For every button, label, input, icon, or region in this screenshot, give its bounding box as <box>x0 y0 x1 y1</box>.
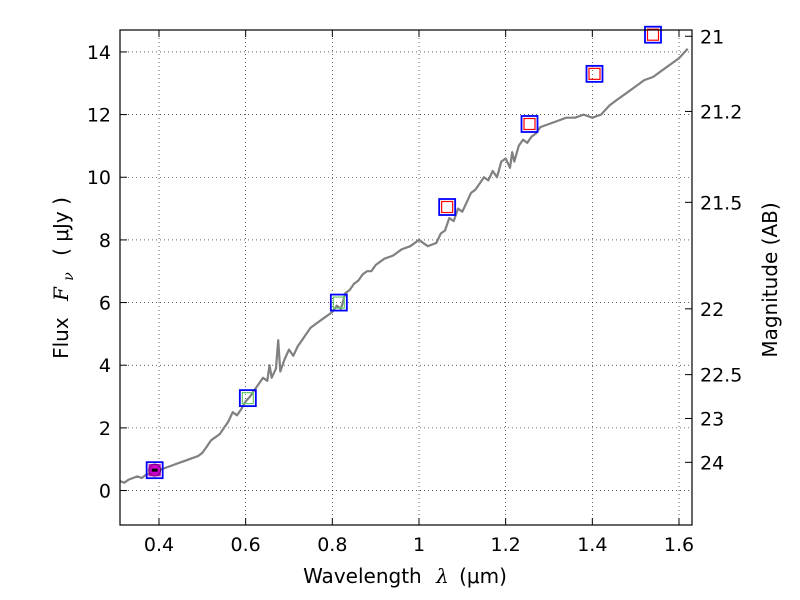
photometry-point-inner <box>523 117 536 131</box>
y-axis-label-symbol: F <box>49 286 73 302</box>
photometry-point-inner <box>332 296 345 309</box>
y-tick-label: 10 <box>87 167 111 189</box>
y2-tick-label: 21 <box>700 26 724 48</box>
x-axis-label-prefix: Wavelength <box>303 564 422 588</box>
x-tick-label: 1.4 <box>577 534 607 556</box>
x-tick-label: 0.6 <box>231 534 261 556</box>
photometry-point-inner <box>241 392 254 405</box>
y-tick-label: 6 <box>99 293 111 315</box>
x-tick-label: 1.2 <box>491 534 521 556</box>
y-axis-label-subscript: ν <box>61 272 77 281</box>
y-tick-label: 12 <box>87 105 111 127</box>
x-tick-label: 1.6 <box>664 534 694 556</box>
y-tick-label: 8 <box>99 230 111 252</box>
y-tick-label: 4 <box>99 355 111 377</box>
y2-tick-label: 24 <box>700 452 724 474</box>
photometry-point-bar <box>151 468 158 472</box>
y-tick-label: 14 <box>87 42 111 64</box>
marker-layer <box>145 25 662 480</box>
photometry-point-outer <box>238 389 257 408</box>
x-tick-label: 0.8 <box>317 534 347 556</box>
photometry-point-outer <box>438 198 457 216</box>
x-axis-label-symbol: λ <box>435 564 449 588</box>
grid <box>120 30 692 525</box>
y-axis-label: Flux F ν ( μJy ) <box>49 197 78 359</box>
y2-tick-label: 22 <box>700 299 724 321</box>
y-tick-label: 2 <box>99 418 111 440</box>
y2-tick-label: 22.5 <box>700 365 742 387</box>
y-axis-label-prefix: Flux <box>49 317 73 359</box>
y-tick-label: 0 <box>99 481 111 503</box>
ticks: 0.4 0.6 0.8 1 1.2 1.4 1.6024681012142121.221.5… <box>87 26 743 556</box>
x-axis-label-unit: (μm) <box>459 564 507 588</box>
spectrum-line <box>119 48 689 484</box>
plot-frame <box>119 29 693 526</box>
x-tick-label: 0.4 <box>144 534 174 556</box>
y-axis-label-unit: ( μJy ) <box>49 197 73 256</box>
photometry-point-outer <box>585 64 604 83</box>
photometry-point-inner <box>588 67 601 80</box>
photometry-point-inner <box>441 200 454 214</box>
photometry-point-outer <box>145 461 164 480</box>
photometry-point-outer <box>520 115 539 133</box>
y2-axis-label: Magnitude (AB) <box>758 202 782 357</box>
y2-tick-label: 21.5 <box>700 192 742 214</box>
photometry-point-outer <box>644 25 662 44</box>
x-axis-label: Wavelength λ (μm) <box>303 564 507 588</box>
series-layer <box>119 48 689 484</box>
photometry-point-inner <box>646 28 660 41</box>
x-tick-label: 1 <box>413 534 425 556</box>
y2-tick-label: 23 <box>700 408 724 430</box>
y2-tick-label: 21.2 <box>700 101 742 123</box>
photometry-point-outer <box>329 293 348 312</box>
